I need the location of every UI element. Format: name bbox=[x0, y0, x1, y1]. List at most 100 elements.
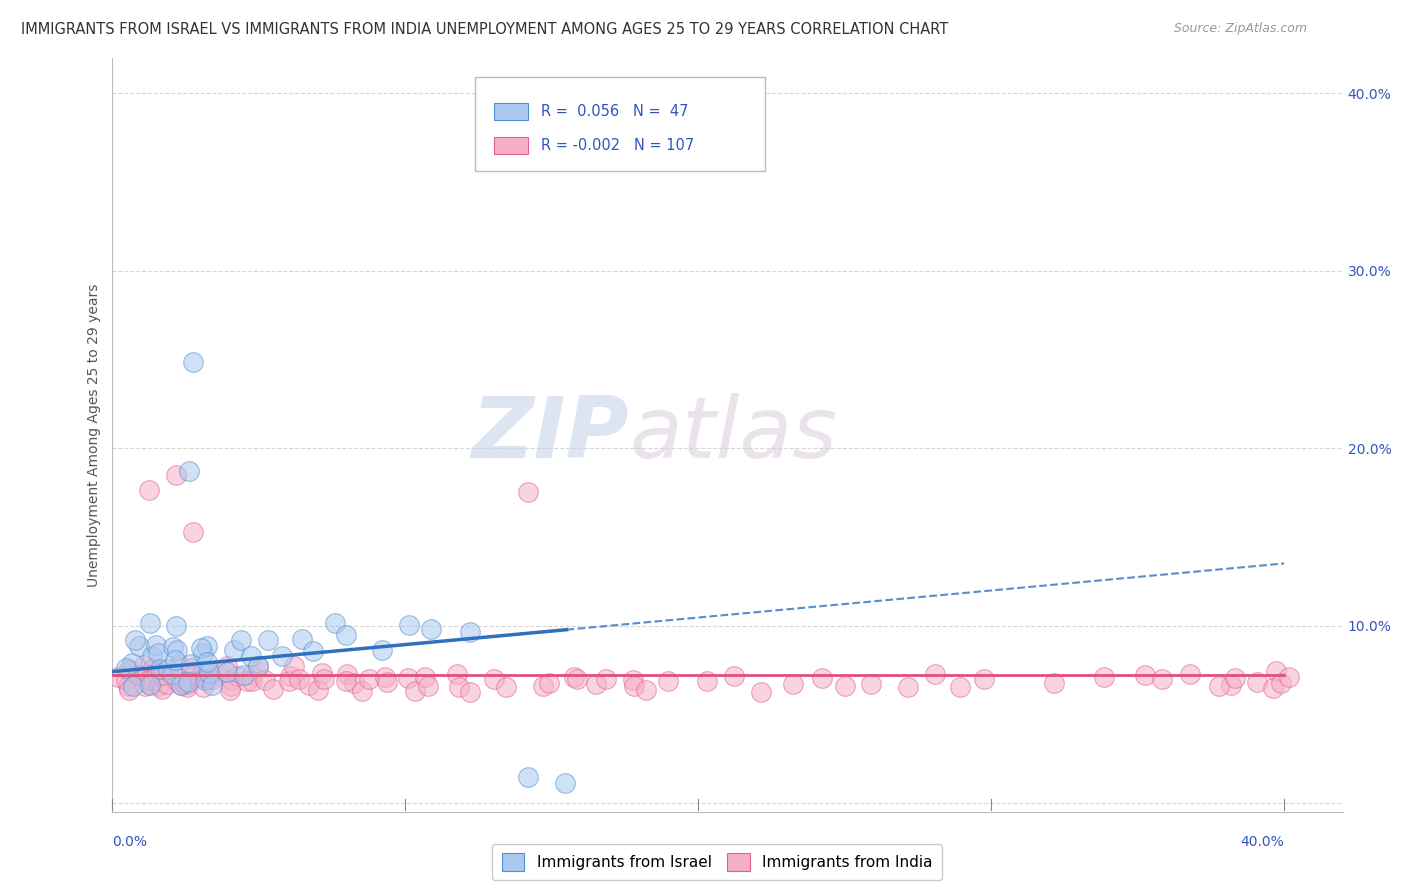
Point bbox=[148, 646, 170, 660]
Point bbox=[278, 673, 301, 688]
Point bbox=[621, 673, 644, 687]
Point bbox=[193, 680, 215, 694]
Point bbox=[335, 628, 357, 642]
Point bbox=[121, 657, 143, 671]
Point bbox=[197, 665, 219, 680]
Point bbox=[1043, 676, 1066, 690]
Point bbox=[201, 672, 224, 686]
Point bbox=[657, 674, 679, 689]
Point bbox=[595, 672, 617, 686]
Point bbox=[142, 661, 165, 675]
Point bbox=[335, 674, 357, 689]
Point bbox=[343, 676, 366, 690]
Point bbox=[219, 673, 242, 688]
Point bbox=[166, 643, 188, 657]
Point bbox=[416, 679, 439, 693]
Point bbox=[554, 776, 576, 790]
Point bbox=[973, 672, 995, 686]
Point bbox=[155, 677, 177, 691]
Point bbox=[723, 669, 745, 683]
Point bbox=[585, 676, 607, 690]
Point bbox=[396, 671, 419, 685]
Point bbox=[156, 662, 179, 676]
Point bbox=[117, 679, 139, 693]
Point bbox=[404, 684, 426, 698]
Point bbox=[484, 672, 506, 686]
Point bbox=[139, 615, 162, 630]
Point bbox=[118, 683, 141, 698]
Point bbox=[232, 667, 254, 681]
Point bbox=[749, 685, 772, 699]
Point bbox=[165, 468, 187, 483]
Point bbox=[149, 662, 172, 676]
Point bbox=[359, 672, 381, 686]
FancyBboxPatch shape bbox=[475, 77, 765, 171]
Point bbox=[859, 677, 882, 691]
Point bbox=[138, 483, 160, 498]
Point bbox=[495, 680, 517, 694]
Point bbox=[181, 354, 204, 368]
Point bbox=[177, 677, 200, 691]
Point bbox=[236, 674, 259, 689]
Point bbox=[307, 683, 329, 698]
Point bbox=[222, 643, 245, 657]
Point bbox=[190, 641, 212, 656]
Point bbox=[166, 673, 188, 688]
FancyBboxPatch shape bbox=[494, 103, 529, 120]
Point bbox=[205, 663, 228, 677]
Point bbox=[170, 678, 193, 692]
Point bbox=[1220, 677, 1243, 691]
Point bbox=[115, 661, 138, 675]
Point bbox=[219, 683, 242, 698]
Point bbox=[240, 668, 263, 682]
Point bbox=[288, 672, 311, 686]
Point bbox=[336, 667, 359, 681]
Point bbox=[924, 667, 946, 681]
Point bbox=[141, 674, 163, 689]
Point bbox=[567, 672, 589, 686]
Point bbox=[180, 661, 202, 675]
Point bbox=[194, 673, 217, 687]
Y-axis label: Unemployment Among Ages 25 to 29 years: Unemployment Among Ages 25 to 29 years bbox=[87, 283, 101, 587]
Point bbox=[148, 679, 170, 693]
Point bbox=[170, 677, 193, 691]
Point bbox=[152, 666, 174, 681]
Point bbox=[449, 681, 471, 695]
Text: IMMIGRANTS FROM ISRAEL VS IMMIGRANTS FROM INDIA UNEMPLOYMENT AMONG AGES 25 TO 29: IMMIGRANTS FROM ISRAEL VS IMMIGRANTS FRO… bbox=[21, 22, 948, 37]
Point bbox=[188, 670, 211, 684]
Point bbox=[231, 633, 253, 648]
Point bbox=[516, 770, 538, 784]
Point bbox=[949, 680, 972, 694]
Point bbox=[215, 659, 238, 673]
Point bbox=[460, 685, 482, 699]
Point bbox=[420, 622, 443, 636]
Point bbox=[398, 618, 420, 632]
Text: ZIP: ZIP bbox=[471, 393, 630, 476]
Point bbox=[1135, 668, 1157, 682]
Text: atlas: atlas bbox=[630, 393, 837, 476]
Point bbox=[323, 616, 346, 631]
Point bbox=[124, 632, 146, 647]
Point bbox=[134, 679, 156, 693]
Point bbox=[312, 672, 335, 686]
Point bbox=[537, 676, 560, 690]
Point bbox=[122, 679, 145, 693]
Point bbox=[191, 664, 214, 678]
Point bbox=[446, 667, 468, 681]
Legend: Immigrants from Israel, Immigrants from India: Immigrants from Israel, Immigrants from … bbox=[492, 844, 942, 880]
Point bbox=[239, 648, 262, 663]
Point bbox=[1178, 666, 1201, 681]
Point bbox=[262, 681, 284, 696]
Point bbox=[240, 674, 263, 689]
Point bbox=[135, 670, 157, 684]
Text: Source: ZipAtlas.com: Source: ZipAtlas.com bbox=[1174, 22, 1308, 36]
Point bbox=[181, 669, 204, 683]
Point bbox=[247, 659, 270, 673]
Text: R =  0.056   N =  47: R = 0.056 N = 47 bbox=[541, 104, 688, 120]
Point bbox=[278, 669, 301, 683]
Point bbox=[1278, 670, 1301, 684]
Point bbox=[811, 672, 834, 686]
Point bbox=[215, 665, 238, 679]
Point bbox=[458, 625, 481, 640]
Point bbox=[139, 677, 162, 691]
